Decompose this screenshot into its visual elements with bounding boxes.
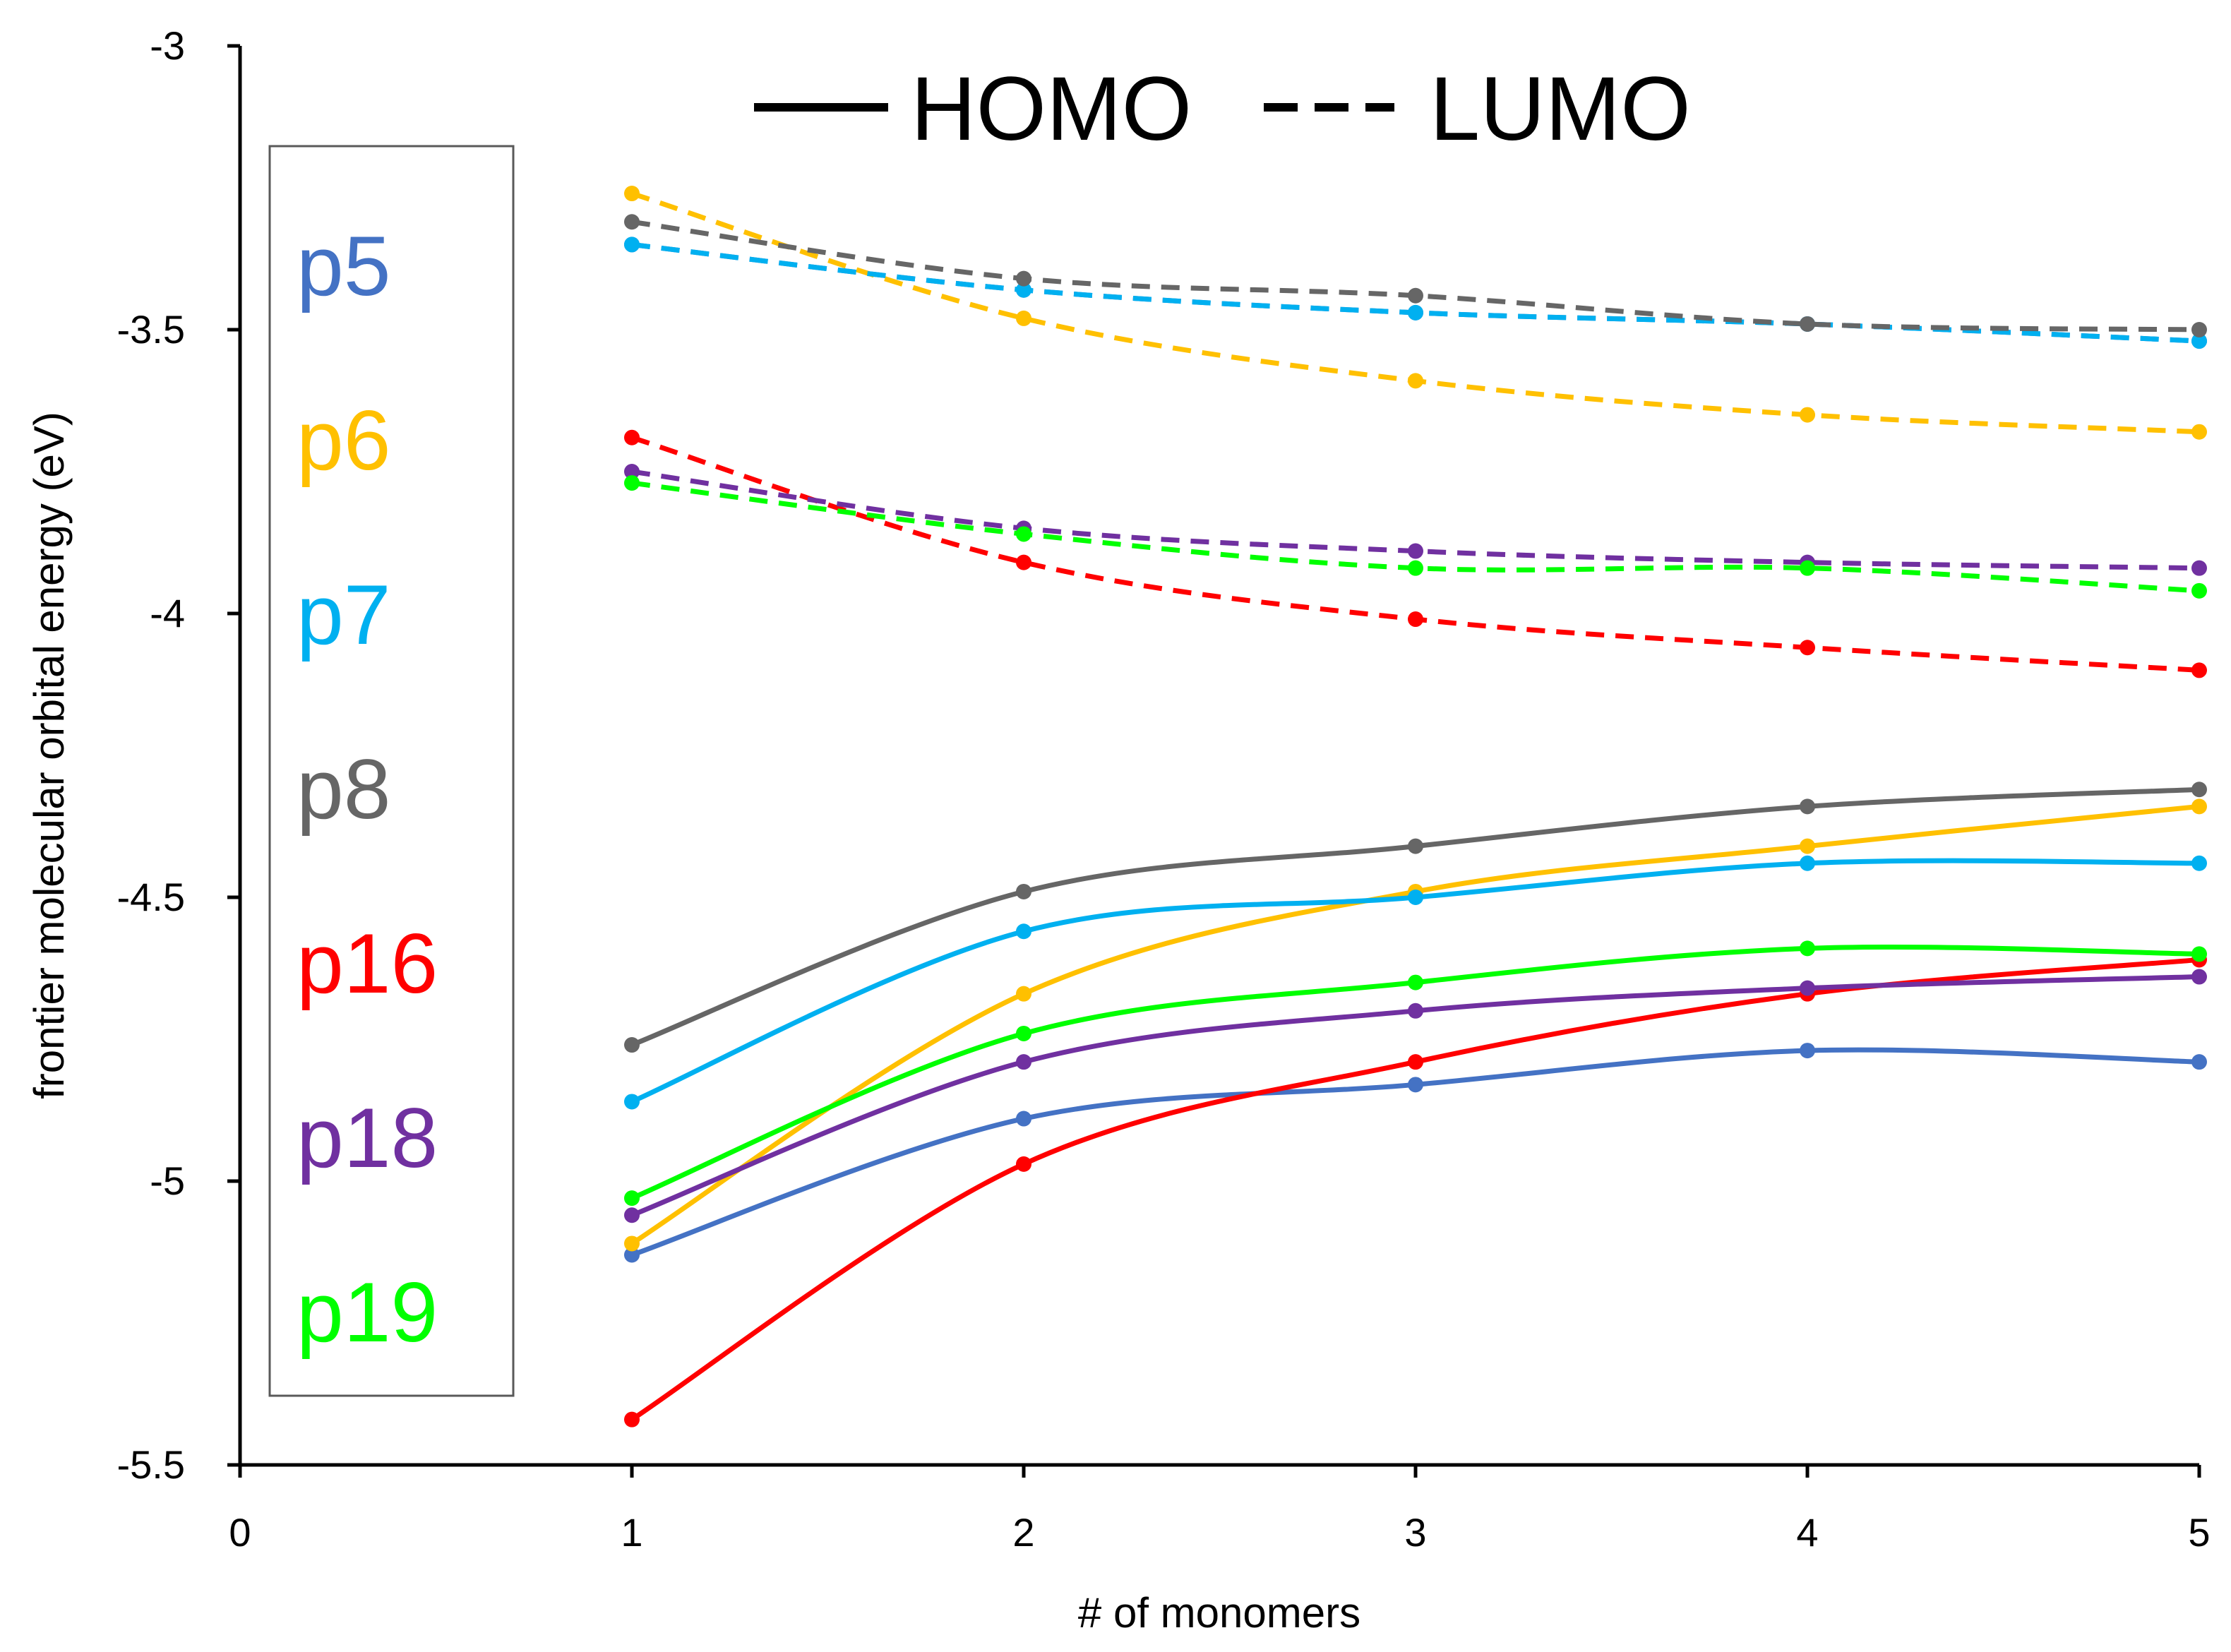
data-point-p6-homo <box>2191 798 2207 815</box>
y-tick-label: -3.5 <box>117 307 186 352</box>
legend-entry-p18: p18 <box>297 1091 438 1185</box>
data-point-p19-lumo <box>2191 582 2207 599</box>
data-point-p6-homo <box>1800 838 1815 854</box>
legend-entry-p7: p7 <box>297 568 390 662</box>
line-style-legend: HOMO LUMO <box>754 59 1691 160</box>
data-point-p16-lumo <box>1408 611 1423 628</box>
x-tick-label: 5 <box>2188 1510 2210 1555</box>
data-point-p5-homo <box>1016 1111 1031 1127</box>
data-point-p6-lumo <box>1016 310 1031 326</box>
data-point-p5-homo <box>1800 1043 1815 1059</box>
x-tick-label: 4 <box>1796 1510 1818 1555</box>
plot-area <box>624 186 2207 1427</box>
data-point-p19-homo <box>624 1190 640 1207</box>
axes: -3 -3.5 -4 -4.5 -5 -5.5 0 1 2 3 4 5 # of… <box>25 23 2211 1636</box>
data-point-p19-lumo <box>624 475 640 491</box>
data-point-p5-homo <box>2191 1054 2207 1070</box>
data-point-p7-homo <box>1800 855 1815 871</box>
data-point-p7-lumo <box>2191 333 2207 349</box>
data-point-p6-homo <box>1016 986 1031 1002</box>
data-point-p7-homo <box>2191 855 2207 871</box>
data-point-p18-lumo <box>1408 543 1423 559</box>
y-tick-label: -4.5 <box>117 875 186 919</box>
data-point-p19-homo <box>1016 1025 1031 1041</box>
data-point-p8-homo <box>1408 838 1423 854</box>
legend-lumo-label: LUMO <box>1430 59 1691 160</box>
legend-entry-p19: p19 <box>297 1265 438 1360</box>
data-point-p16-homo <box>1408 1054 1423 1070</box>
legend-entry-p16: p16 <box>297 916 438 1011</box>
y-axis-title: frontier molecular orbital energy (eV) <box>25 412 73 1099</box>
data-point-p6-homo <box>624 1235 640 1252</box>
x-tick-labels: 0 1 2 3 4 5 <box>229 1510 2210 1555</box>
data-point-p18-lumo <box>624 464 640 479</box>
data-point-p18-homo <box>624 1207 640 1223</box>
y-tick-label: -3 <box>150 23 185 68</box>
data-point-p7-homo <box>1016 923 1031 940</box>
series-line-p6-homo <box>629 803 2202 1246</box>
data-point-p19-lumo <box>1408 560 1423 576</box>
data-point-p7-lumo <box>1408 304 1423 321</box>
data-point-p6-lumo <box>1408 373 1423 389</box>
data-point-p18-homo <box>1016 1054 1031 1070</box>
series-legend: p5 p6 p7 p8 p16 p18 p19 <box>268 145 515 1397</box>
data-point-p16-homo <box>1016 1156 1031 1172</box>
x-tick-label: 1 <box>621 1510 642 1555</box>
data-point-p18-lumo <box>2191 560 2207 576</box>
data-point-p19-homo <box>2191 946 2207 962</box>
x-tick-marks <box>238 1465 2201 1478</box>
data-point-p7-homo <box>1408 890 1423 905</box>
data-point-p19-lumo <box>1800 560 1815 576</box>
data-point-p8-lumo <box>1408 287 1423 304</box>
data-point-p6-lumo <box>624 186 640 202</box>
legend-entry-p8: p8 <box>297 742 390 837</box>
data-point-p8-homo <box>1016 883 1031 899</box>
data-point-p16-lumo <box>1800 640 1815 656</box>
data-point-p8-lumo <box>1016 270 1031 287</box>
series-line-p16-homo <box>629 957 2202 1423</box>
data-point-p18-homo <box>2191 969 2207 985</box>
data-point-p5-homo <box>1408 1077 1423 1093</box>
data-point-p16-lumo <box>624 429 640 445</box>
data-point-p19-homo <box>1408 974 1423 990</box>
x-tick-label: 0 <box>229 1510 251 1555</box>
data-point-p7-lumo <box>624 237 640 253</box>
x-axis-title: # of monomers <box>1078 1589 1360 1636</box>
data-point-p18-homo <box>1800 980 1815 996</box>
legend-homo-label: HOMO <box>911 59 1192 160</box>
data-point-p16-homo <box>624 1411 640 1427</box>
series-legend-box <box>268 145 515 1397</box>
data-point-p8-lumo <box>624 214 640 230</box>
data-point-p7-homo <box>624 1094 640 1110</box>
data-point-p16-lumo <box>2191 662 2207 678</box>
y-tick-label: -5.5 <box>117 1442 186 1487</box>
y-tick-label: -5 <box>150 1159 185 1203</box>
data-point-p8-lumo <box>2191 322 2207 337</box>
data-point-p8-homo <box>1800 798 1815 815</box>
data-point-p6-lumo <box>2191 424 2207 440</box>
data-point-p8-lumo <box>1800 316 1815 332</box>
data-point-p8-homo <box>624 1037 640 1053</box>
y-tick-labels: -3 -3.5 -4 -4.5 -5 -5.5 <box>117 23 186 1487</box>
data-point-p19-lumo <box>1016 526 1031 542</box>
data-point-p18-homo <box>1408 1002 1423 1019</box>
data-point-p8-homo <box>2191 782 2207 798</box>
data-point-p7-lumo <box>1016 282 1031 298</box>
legend-entry-p5: p5 <box>297 219 390 313</box>
x-tick-label: 3 <box>1404 1510 1426 1555</box>
x-tick-label: 2 <box>1012 1510 1034 1555</box>
y-tick-label: -4 <box>150 591 185 635</box>
y-tick-marks <box>227 44 240 1467</box>
legend-entry-p6: p6 <box>297 393 390 488</box>
data-point-p16-lumo <box>1016 554 1031 570</box>
data-point-p19-homo <box>1800 940 1815 957</box>
data-point-p5-homo <box>624 1247 640 1263</box>
data-point-p6-lumo <box>1800 407 1815 423</box>
